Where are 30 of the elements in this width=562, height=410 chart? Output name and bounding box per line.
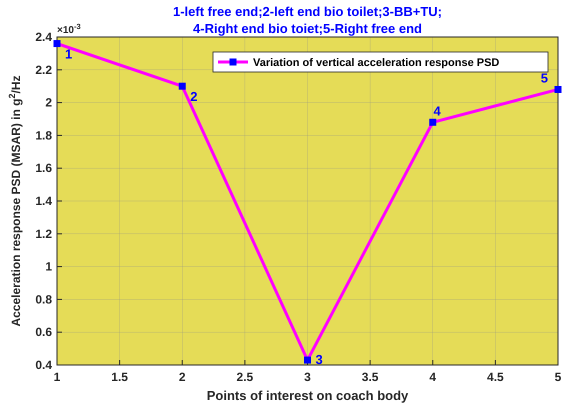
x-tick-label: 3: [304, 370, 312, 384]
y-tick-label: 0.4: [35, 358, 52, 372]
x-tick-label: 1.5: [111, 370, 128, 384]
y-tick-label: 1.8: [35, 128, 52, 142]
y-tick-label: 1.2: [35, 226, 52, 241]
x-tick-label: 4.5: [487, 370, 504, 384]
annotation: 5: [540, 70, 548, 86]
x-tick-label: 3.5: [362, 370, 379, 384]
y-tick-label: 1.4: [35, 194, 52, 208]
x-tick-label: 1: [54, 370, 61, 384]
y-tick-label: 1.6: [35, 161, 52, 176]
text: ×10$^{-3}$: [57, 22, 81, 36]
annotation: 3: [316, 352, 323, 368]
x-tick-label: 2: [178, 370, 186, 384]
y-tick-label: 0.6: [35, 325, 52, 340]
x-axis-title: Points of interest on coach body: [206, 388, 410, 403]
y-tick-label: 2: [45, 96, 52, 110]
annotation: 1: [65, 46, 72, 62]
x-tick-label: 4: [429, 370, 436, 384]
x-tick-label: 5: [554, 370, 562, 384]
chart-subtitle: 4-Right end bio toiet;5-Right free end: [193, 21, 422, 36]
annotation: 2: [190, 89, 198, 104]
chart-title: 1-left free end;2-left end bio toilet;3-BB+TU;: [172, 4, 442, 19]
annotation: 4: [434, 103, 442, 118]
legend-label: Variation of vertical acceleration response PSD: [253, 57, 500, 69]
y-tick-label: 2.4: [35, 30, 52, 44]
y-tick-label: 0.8: [35, 292, 52, 306]
y-tick-label: 2.2: [35, 62, 52, 77]
x-tick-label: 2.5: [236, 370, 254, 384]
y-tick-label: 1: [45, 260, 52, 274]
